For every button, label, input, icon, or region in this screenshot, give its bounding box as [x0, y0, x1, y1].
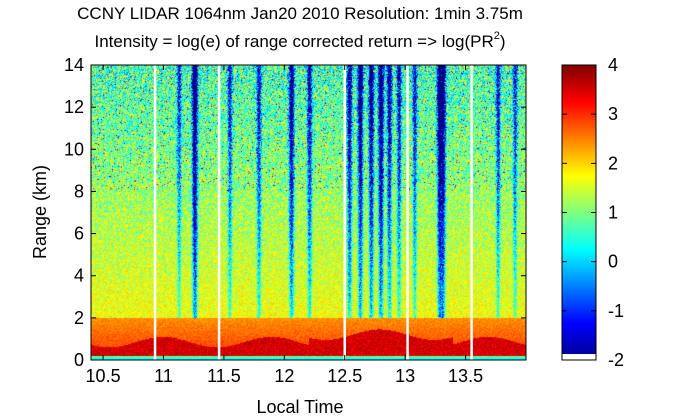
plot-frame	[90, 64, 527, 361]
colorbar-tick-label: -1	[608, 301, 624, 321]
y-axis-label: Range (km)	[30, 165, 50, 259]
x-tick-label: 12.5	[327, 366, 362, 386]
plot-area: 10.5 11 11.5 12 12.5 13 13.5 0 2 4 6 8 10 12 14	[64, 55, 527, 386]
y-tick-label: 0	[74, 350, 84, 370]
y-tick-label: 4	[74, 266, 84, 286]
y-tick-label: 12	[64, 97, 84, 117]
x-tick-label: 11.5	[207, 366, 241, 386]
y-tick-label: 8	[74, 181, 84, 201]
colorbar-ticks: -2 -1 0 1 2 3 4	[562, 55, 624, 370]
chart-subtitle-sup: 2	[494, 30, 500, 42]
y-tick-label: 6	[74, 224, 84, 244]
chart-subtitle-suffix: )	[500, 32, 506, 51]
colorbar-gradient	[561, 64, 597, 361]
colorbar-tick-label: 2	[608, 153, 618, 173]
colorbar: -2 -1 0 1 2 3 4	[561, 55, 624, 370]
chart-subtitle-prefix: Intensity = log(e) of range corrected re…	[94, 32, 493, 51]
data-gap-lines	[153, 65, 473, 360]
x-axis-label: Local Time	[256, 397, 343, 417]
y-tick-label: 10	[64, 139, 84, 159]
heatmap-image	[91, 65, 526, 360]
x-tick-label: 13	[395, 366, 415, 386]
y-tick-label: 2	[74, 308, 84, 328]
y-axis: 0 2 4 6 8 10 12 14	[64, 55, 526, 370]
chart-title: CCNY LIDAR 1064nm Jan20 2010 Resolution:…	[77, 4, 523, 23]
x-axis: 10.5 11 11.5 12 12.5 13 13.5	[86, 65, 483, 386]
colorbar-tick-label: 1	[608, 203, 618, 223]
y-tick-label: 14	[64, 55, 84, 75]
colorbar-tick-label: 3	[608, 104, 618, 124]
colorbar-tick-label: -2	[608, 350, 624, 370]
x-tick-label: 11	[154, 366, 173, 386]
x-tick-label: 10.5	[86, 366, 121, 386]
colorbar-bottom-band	[562, 354, 596, 360]
colorbar-tick-label: 0	[608, 252, 618, 272]
x-tick-label: 12	[274, 366, 294, 386]
x-tick-label: 13.5	[448, 366, 483, 386]
colorbar-tick-label: 4	[608, 55, 618, 75]
chart-subtitle: Intensity = log(e) of range corrected re…	[94, 30, 505, 51]
